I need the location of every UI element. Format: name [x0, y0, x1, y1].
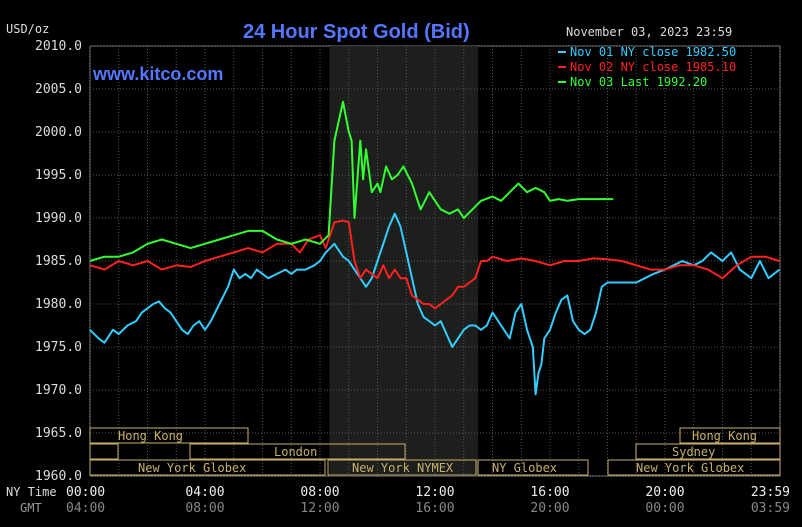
series-line-3 — [89, 100, 614, 262]
session-sydney: Sydney — [672, 445, 715, 459]
timestamp: November 03, 2023 23:59 — [566, 25, 732, 39]
session-ny-globex: NY Globex — [492, 461, 557, 475]
x-tick-label-gmt: 20:00 — [530, 501, 569, 516]
legend-entry: Nov 01 NY close 1982.50 — [570, 45, 736, 59]
session-new-york-globex-2: New York Globex — [636, 461, 744, 475]
y-tick-label: 1970.0 — [35, 383, 82, 398]
y-tick-label: 1980.0 — [35, 297, 82, 312]
session-hong-kong: Hong Kong — [118, 429, 183, 443]
y-tick-label: 1995.0 — [35, 168, 82, 183]
x-tick-label-ny: 23:59 — [751, 485, 790, 500]
y-tick-label: 1965.0 — [35, 426, 82, 441]
x-tick-label-gmt: 12:00 — [300, 501, 339, 516]
legend-entry: Nov 03 Last 1992.20 — [570, 75, 707, 89]
series-lines — [89, 100, 781, 396]
x-tick-label-ny: 04:00 — [185, 485, 224, 500]
y-tick-label: 1990.0 — [35, 211, 82, 226]
x-tick-label-ny: 00:00 — [66, 485, 105, 500]
x-axis-ticks: 00:0004:0004:0008:0008:0012:0012:0016:00… — [66, 485, 790, 516]
series-line-1 — [89, 212, 781, 396]
y-tick-label: 2010.0 — [35, 39, 82, 54]
series-line-2 — [89, 219, 780, 310]
x-tick-label-ny: 16:00 — [530, 485, 569, 500]
session-new-york-globex: New York Globex — [138, 461, 246, 475]
y-axis-unit: USD/oz — [6, 22, 49, 36]
y-tick-label: 2005.0 — [35, 82, 82, 97]
x-tick-label-gmt: 00:00 — [645, 501, 684, 516]
y-tick-label: 1960.0 — [35, 469, 82, 484]
x-tick-label-gmt: 03:59 — [751, 501, 790, 516]
y-axis-ticks: 2010.0 2005.0 2000.0 1995.0 1990.0 1985.0 1980… — [35, 39, 82, 484]
session-bars: Hong Kong London New York Globex New Yor… — [89, 427, 781, 476]
session-hong-kong-2: Hong Kong — [692, 429, 757, 443]
x-axis-label-ny: NY Time — [6, 485, 57, 499]
x-tick-label-ny: 20:00 — [645, 485, 684, 500]
session-new-york-nymex: New York NYMEX — [352, 461, 454, 475]
chart-title: 24 Hour Spot Gold (Bid) — [243, 21, 470, 43]
session-london: London — [274, 445, 317, 459]
legend-entry: Nov 02 NY close 1985.10 — [570, 60, 736, 74]
x-tick-label-gmt: 04:00 — [66, 501, 105, 516]
y-tick-label: 1985.0 — [35, 254, 82, 269]
x-tick-label-gmt: 16:00 — [415, 501, 454, 516]
y-tick-label: 1975.0 — [35, 340, 82, 355]
x-axis-label-gmt: GMT — [20, 501, 42, 515]
y-tick-label: 2000.0 — [35, 125, 82, 140]
x-tick-label-ny: 12:00 — [415, 485, 454, 500]
x-tick-label-ny: 08:00 — [300, 485, 339, 500]
watermark: www.kitco.com — [92, 64, 223, 84]
x-tick-label-gmt: 08:00 — [185, 501, 224, 516]
